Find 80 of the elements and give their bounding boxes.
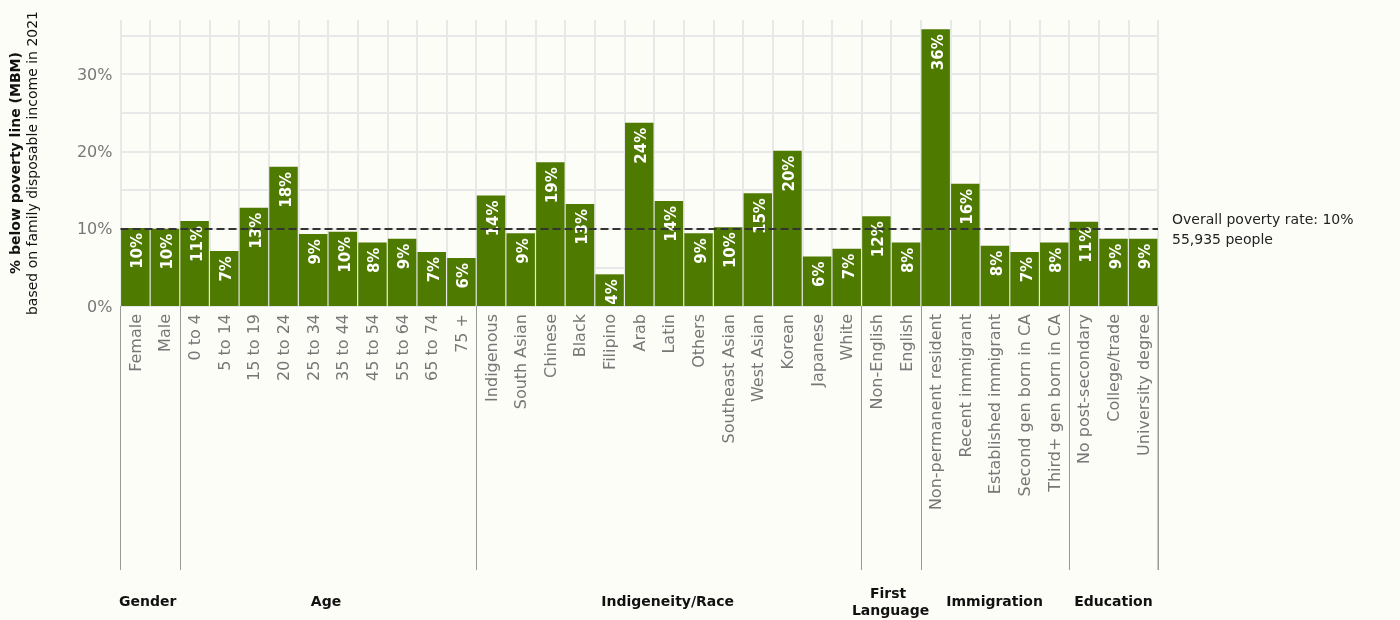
- x-tick-label: Second gen born in CA: [1015, 313, 1035, 497]
- data-label: 11%: [1076, 226, 1095, 263]
- data-label: 9%: [395, 243, 414, 270]
- data-label: 16%: [958, 188, 977, 225]
- text: First Language: [851, 584, 930, 618]
- x-tick-label: English: [896, 314, 916, 372]
- x-tick-label: No post-secondary: [1074, 314, 1094, 465]
- text: Education: [1074, 593, 1153, 609]
- x-tick-label: Indigenous: [481, 314, 501, 402]
- data-label: 7%: [217, 256, 236, 282]
- x-tick-label: Korean: [777, 314, 797, 370]
- data-label: 24%: [632, 127, 651, 164]
- data-label: 19%: [543, 167, 562, 204]
- x-tick-label: Black: [570, 313, 590, 358]
- x-tick-label: Third+ gen born in CA: [1044, 313, 1064, 493]
- x-tick-label: College/trade: [1104, 314, 1124, 422]
- x-tick-label: West Asian: [748, 314, 768, 403]
- x-tick-label: 45 to 54: [362, 314, 382, 381]
- y-tick-label: 30%: [76, 64, 113, 84]
- y-tick-label: 0%: [87, 296, 113, 316]
- y-tick-label: 20%: [76, 141, 113, 161]
- data-label: 9%: [691, 238, 710, 264]
- x-tick-label: 0 to 4: [185, 314, 205, 361]
- x-tick-label: University degree: [1133, 314, 1153, 456]
- x-tick-label: 65 to 74: [422, 314, 442, 381]
- x-tick-label: 55 to 64: [392, 314, 412, 381]
- data-label: 8%: [899, 247, 918, 274]
- data-label: 9%: [513, 238, 532, 264]
- x-tick-label: Southeast Asian: [718, 314, 738, 444]
- data-label: 7%: [424, 256, 443, 283]
- text: Gender: [119, 593, 177, 609]
- x-tick-label: 35 to 44: [333, 314, 353, 381]
- data-label: 9%: [306, 239, 325, 265]
- x-tick-label: Established immigrant: [985, 314, 1005, 495]
- data-label: 9%: [1106, 243, 1125, 270]
- data-label: 14%: [661, 205, 680, 242]
- x-tick-label: South Asian: [511, 314, 531, 410]
- data-label: 18%: [276, 171, 295, 208]
- data-label: 7%: [1017, 256, 1036, 283]
- y-axis-title: % below poverty line (MBM) based on family disposable income in 2021: [7, 10, 40, 316]
- data-label: 8%: [1047, 247, 1066, 274]
- data-label: 36%: [928, 34, 947, 71]
- x-tick-label: Arab: [629, 314, 649, 352]
- x-tick-label: 25 to 34: [303, 314, 323, 381]
- data-label: 9%: [1136, 243, 1155, 270]
- data-label: 10%: [335, 236, 354, 273]
- data-label: 11%: [187, 225, 206, 262]
- x-tick-label: Recent immigrant: [955, 314, 975, 458]
- data-label: 6%: [454, 263, 473, 289]
- data-label: 10%: [157, 233, 176, 270]
- data-label: 12%: [869, 221, 888, 258]
- data-label: 13%: [246, 212, 265, 249]
- x-tick-label: Male: [155, 314, 175, 352]
- ref-line-label: Overall poverty rate: 10% 55,935 people: [1172, 210, 1354, 247]
- x-tick-label: Chinese: [540, 314, 560, 378]
- x-tick-label: 15 to 19: [244, 314, 264, 381]
- data-label: 20%: [780, 155, 799, 192]
- x-tick-label: White: [837, 314, 857, 361]
- data-label: 8%: [987, 250, 1006, 277]
- data-label: 4%: [602, 279, 621, 305]
- x-tick-label: Japanese: [807, 314, 827, 388]
- data-label: 8%: [365, 247, 384, 274]
- y-tick-label: 10%: [76, 219, 113, 239]
- data-label: 10%: [128, 232, 147, 269]
- x-tick-label: 5 to 14: [214, 314, 234, 371]
- x-tick-label: 75 +: [451, 314, 471, 353]
- data-label: 13%: [572, 208, 591, 245]
- x-tick-label: Latin: [659, 314, 679, 354]
- data-label: 6%: [810, 261, 829, 287]
- data-label: 10%: [721, 232, 740, 269]
- x-tick-label: Others: [689, 314, 709, 368]
- text: Immigration: [946, 593, 1043, 609]
- x-tick-label: Female: [125, 314, 145, 372]
- x-tick-label: Non-English: [866, 314, 886, 410]
- x-tick-label: Filipino: [600, 314, 620, 370]
- x-tick-label: 20 to 24: [274, 314, 294, 381]
- text: Age: [310, 593, 342, 609]
- data-label: 7%: [839, 253, 858, 280]
- x-tick-label: Non-permanent resident: [926, 314, 946, 511]
- text: Indigeneity/Race: [601, 593, 735, 609]
